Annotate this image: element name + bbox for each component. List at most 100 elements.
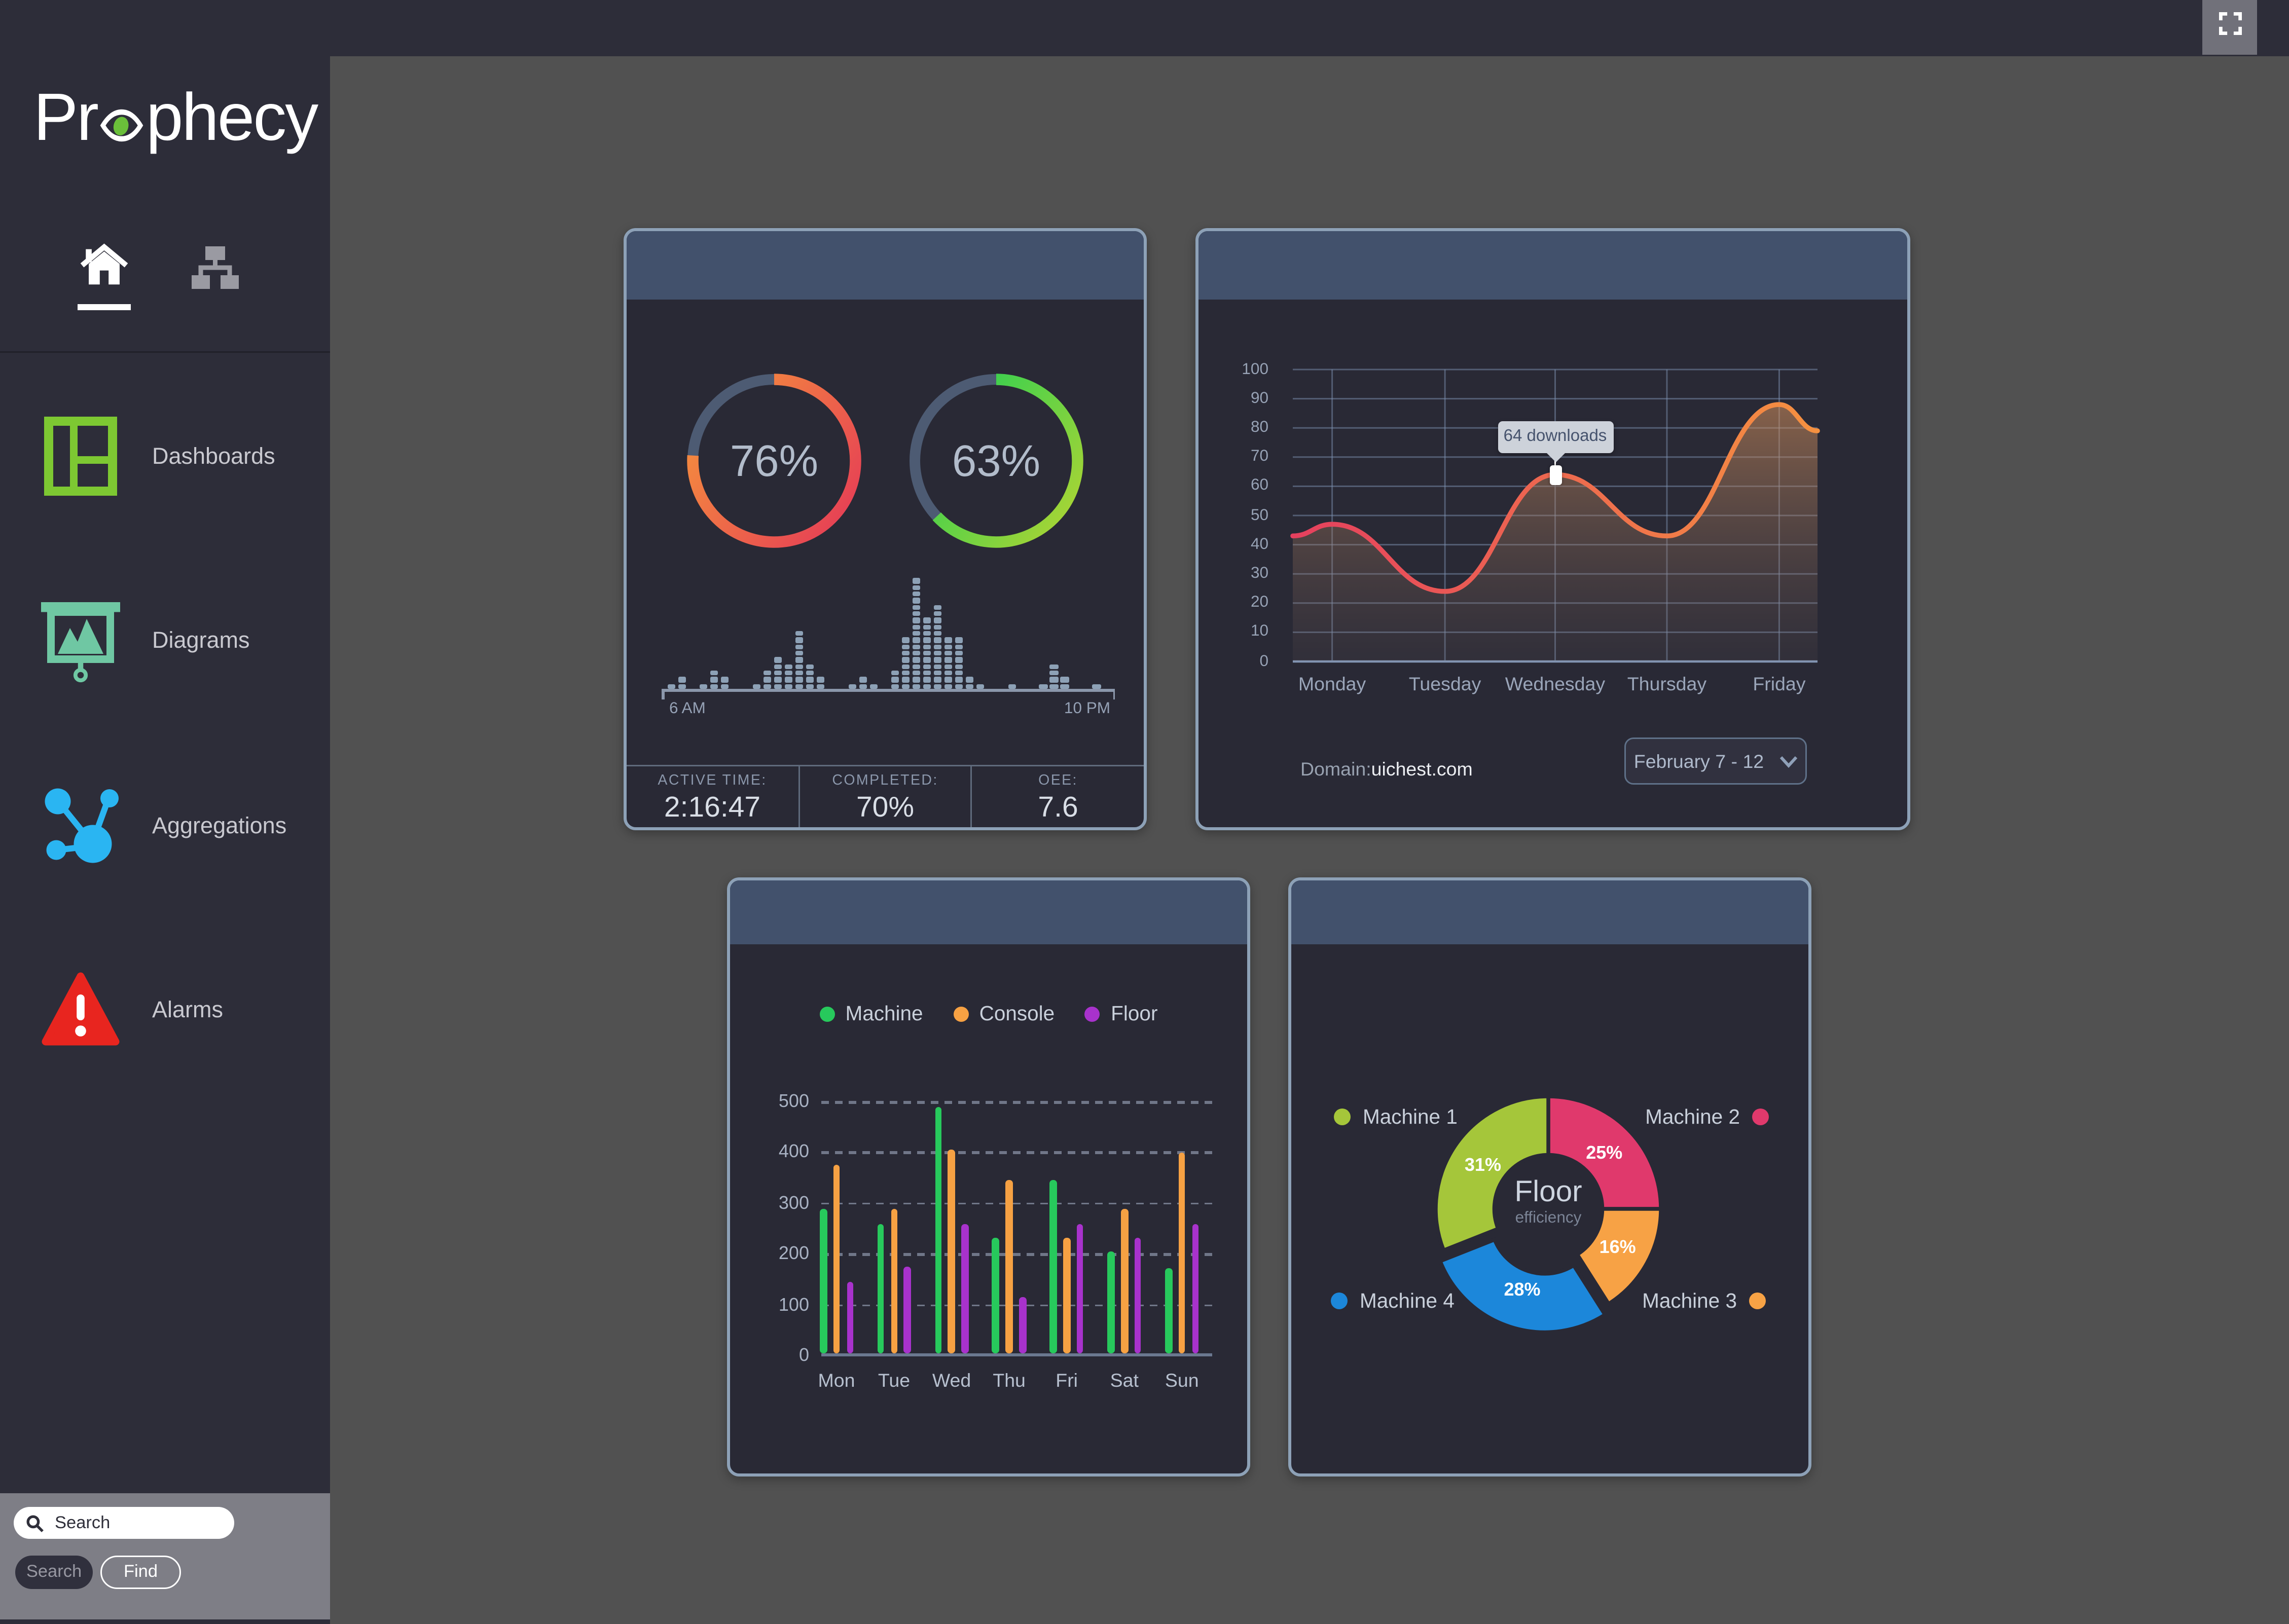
histogram-column: [901, 638, 910, 689]
floor-donut-chart: [1434, 1094, 1663, 1335]
legend-item-floor: Floor: [1085, 1002, 1157, 1025]
donut-percent-machine-3: 16%: [1599, 1236, 1636, 1258]
histogram-column: [922, 617, 931, 689]
floor-card: Machine 1 Machine 2 Machine 4 Machine 3 …: [1288, 877, 1811, 1477]
app-logo: Pr phecy: [33, 76, 318, 161]
x-tick-label: Monday: [1298, 674, 1366, 695]
topbar: [0, 0, 2289, 56]
legend-label: Machine 4: [1360, 1289, 1455, 1312]
histogram-column: [859, 677, 867, 689]
sidebar-item-aggregations[interactable]: Aggregations: [0, 783, 330, 868]
sitemap-tab[interactable]: [192, 246, 239, 297]
gauge-active: [680, 366, 868, 555]
y-tick-label: 400: [778, 1141, 809, 1163]
histogram-column: [965, 677, 973, 689]
fullscreen-button[interactable]: [2202, 0, 2257, 55]
histogram-column: [912, 578, 921, 689]
y-tick-label: 20: [1250, 593, 1268, 612]
legend-label: Floor: [1111, 1002, 1158, 1025]
domain-value: uichest.com: [1371, 759, 1473, 780]
sitemap-icon: [192, 246, 239, 295]
donut-slice-machine-4[interactable]: [1437, 1237, 1608, 1335]
donut-percent-machine-1: 31%: [1464, 1154, 1501, 1175]
performance-card-header: [627, 231, 1144, 300]
bar-floor-sun: [1191, 1224, 1199, 1353]
histogram-column: [1093, 684, 1101, 689]
gridline: [821, 1304, 1212, 1307]
histogram-column: [699, 684, 708, 689]
donut-slice-machine-3[interactable]: [1574, 1207, 1663, 1307]
donut-center-title: Floor: [1514, 1175, 1582, 1209]
donut-percent-machine-4: 28%: [1504, 1278, 1541, 1300]
sidebar-item-dashboards[interactable]: Dashboards: [0, 414, 330, 499]
bar-console-tue: [890, 1208, 898, 1353]
x-axis-line: [821, 1353, 1212, 1356]
bar-legend: Machine Console Floor: [730, 1002, 1247, 1025]
axis-label-start: 6 AM: [669, 699, 706, 718]
date-range-dropdown[interactable]: February 7 - 12: [1624, 737, 1807, 785]
domain-text: Domain:uichest.com: [1300, 759, 1473, 780]
main-content: 76% 63% 6 AM 10 PM ACTIVE TIME: 2:16:47 …: [330, 56, 2289, 1624]
histogram-column: [1039, 684, 1048, 689]
y-tick-label: 90: [1250, 389, 1268, 408]
y-tick-label: 300: [778, 1192, 809, 1213]
find-button[interactable]: Find: [100, 1556, 181, 1589]
bar-floor-mon: [846, 1282, 854, 1353]
weekly-card-header: [730, 880, 1247, 944]
home-tab[interactable]: [79, 243, 129, 295]
histogram-column: [943, 638, 952, 689]
stat-completed: COMPLETED: 70%: [798, 766, 971, 827]
legend-dot: [819, 1006, 835, 1021]
histogram-column: [1050, 664, 1059, 689]
stat-oee: OEE: 7.6: [971, 766, 1144, 827]
search-input-wrap: [14, 1507, 234, 1539]
legend-label: Machine 2: [1645, 1105, 1740, 1128]
sidebar-item-diagrams[interactable]: Diagrams: [0, 598, 330, 683]
data-point-marker[interactable]: [1549, 464, 1561, 485]
y-tick-label: 50: [1250, 505, 1268, 524]
logo-text-pre: Pr: [33, 81, 99, 155]
fullscreen-icon: [2217, 11, 2243, 44]
dashboards-icon: [41, 414, 120, 499]
histogram-column: [710, 671, 718, 689]
stat-label: ACTIVE TIME:: [658, 772, 767, 789]
histogram-column: [975, 684, 984, 689]
legend-item-console: Console: [953, 1002, 1055, 1025]
histogram-column: [816, 677, 825, 689]
stat-label: OEE:: [1038, 772, 1078, 789]
search-input[interactable]: [52, 1512, 222, 1534]
x-tick-label: Fri: [1056, 1370, 1078, 1391]
histogram-column: [806, 664, 814, 689]
donut-slice-machine-2[interactable]: [1546, 1094, 1663, 1211]
x-tick-label: Thursday: [1627, 674, 1707, 695]
sidebar-bottom-strip: [0, 1619, 330, 1624]
legend-dot: [953, 1006, 969, 1021]
donut-center-subtitle: efficiency: [1515, 1209, 1582, 1227]
eye-icon: [99, 85, 144, 161]
legend-machine-3: Machine 3: [1642, 1289, 1766, 1312]
stat-active-time: ACTIVE TIME: 2:16:47: [627, 766, 798, 827]
donut-slice-machine-1[interactable]: [1434, 1094, 1550, 1253]
x-tick-label: Thu: [993, 1370, 1026, 1391]
search-button[interactable]: Search: [15, 1556, 93, 1589]
legend-label: Console: [979, 1002, 1055, 1025]
dropdown-value: February 7 - 12: [1633, 750, 1764, 772]
gridline: [821, 1202, 1212, 1205]
sidebar-item-alarms[interactable]: Alarms: [0, 967, 330, 1052]
histogram-column: [774, 657, 782, 689]
alarms-icon: [41, 967, 120, 1052]
bar-console-sun: [1178, 1153, 1186, 1353]
weekly-bar-plot: [819, 1101, 1212, 1356]
y-tick-label: 70: [1250, 447, 1268, 466]
histogram-column: [668, 684, 676, 689]
donut-percent-machine-2: 25%: [1586, 1142, 1623, 1164]
y-tick-label: 80: [1250, 418, 1268, 436]
axis-tick: [1112, 689, 1115, 699]
x-tick-label: Wednesday: [1505, 674, 1606, 695]
sidebar: Pr phecy: [0, 0, 330, 1624]
histogram-column: [1061, 677, 1069, 689]
stats-footer: ACTIVE TIME: 2:16:47 COMPLETED: 70% OEE:…: [627, 765, 1144, 827]
y-tick-label: 500: [778, 1090, 809, 1112]
histogram-column: [848, 684, 857, 689]
tooltip: 64 downloads: [1497, 420, 1613, 462]
